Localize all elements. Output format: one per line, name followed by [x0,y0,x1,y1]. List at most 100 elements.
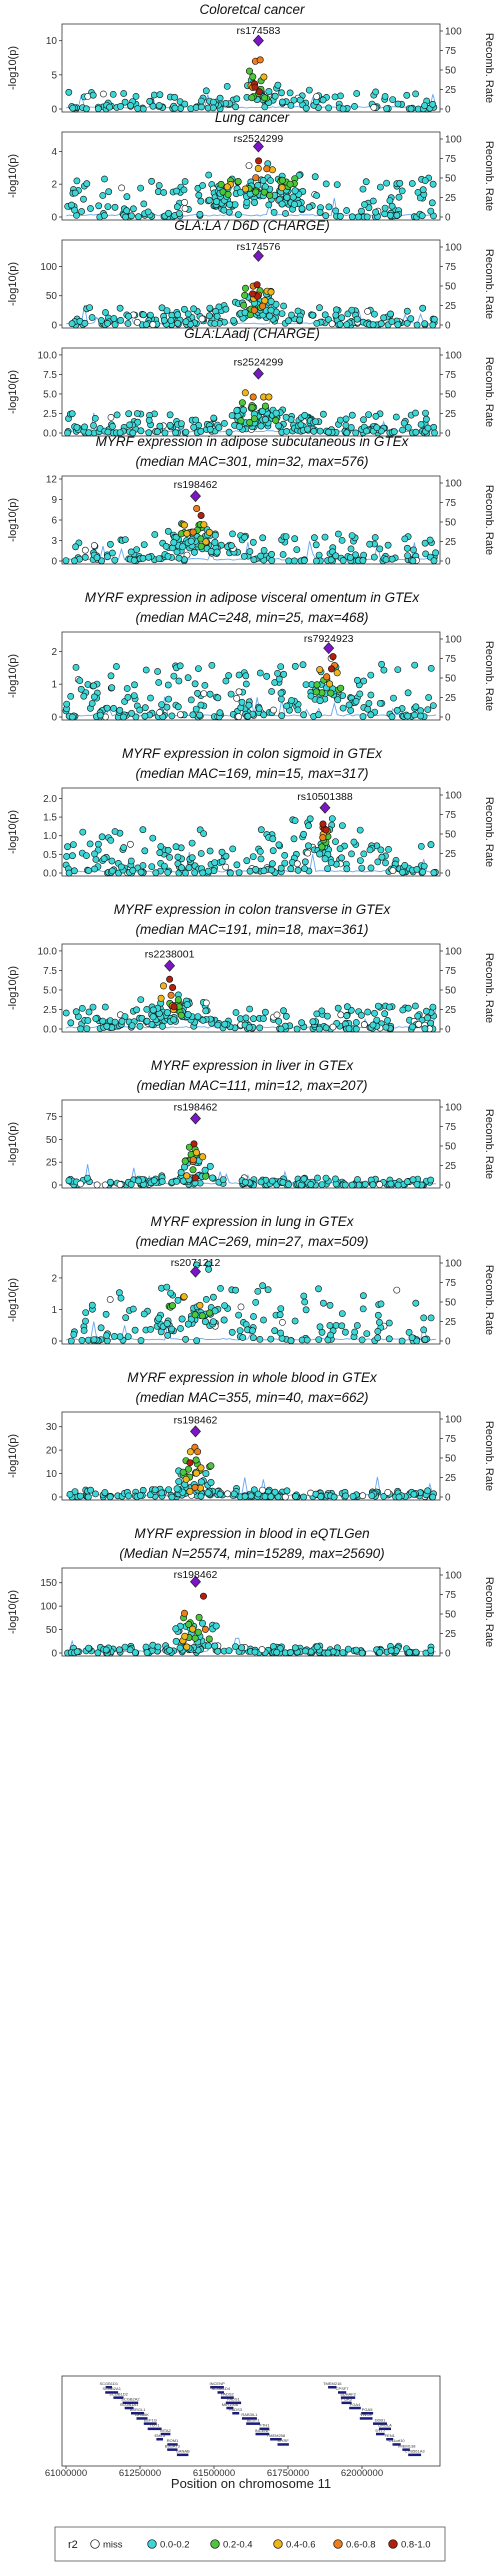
snp-point [325,104,332,112]
snp-point [360,1021,368,1028]
snp-point [386,197,394,204]
snp-point [329,1023,337,1031]
snp-point [89,1003,97,1011]
snp-point [202,1296,210,1303]
y2-tick-label: 100 [445,1415,462,1426]
chart-title: (median MAC=269, min=27, max=509) [136,1234,369,1249]
snp-point [80,1327,88,1334]
snp-point [351,1328,359,1336]
snp-point [211,320,219,327]
gene-body [131,2412,145,2415]
gene-label: CYB561A3 [405,2449,426,2454]
snp-point [336,845,344,853]
y-tick-label: 7.5 [43,966,57,977]
snp-point [424,1014,431,1022]
snp-point [390,694,397,702]
snp-point [62,1009,70,1017]
snp-point [183,1001,191,1009]
y-tick-label: 0 [51,321,57,332]
gene-body [341,2401,352,2405]
y-tick-label: 7.5 [43,370,57,381]
legend-swatch [147,2539,157,2549]
lead-snp-label: rs10501388 [297,791,353,803]
snp-point [277,663,285,670]
gene-label: EEF1G [144,2417,157,2422]
snp-point [106,1296,114,1303]
y-axis-label: -log10(p) [7,966,19,1010]
y2-tick-label: 50 [445,674,457,685]
lead-snp-marker [164,959,176,972]
snp-point [324,865,331,872]
snp-point [183,1172,191,1180]
snp-point [314,1174,321,1182]
snp-point [267,297,275,305]
snp-point [243,198,251,206]
snp-point [177,1011,185,1019]
snp-point [222,852,230,860]
snp-point [394,1181,402,1189]
snp-point [202,1007,210,1015]
snp-point [318,1181,326,1188]
y-axis-label: -log10(p) [7,498,19,542]
snp-point [125,312,132,320]
snp-point [154,1643,162,1651]
legend-panel: r2 miss 0.0-0.2 0.2-0.4 0.4-0.6 0.6-0.8 0.8-1… [0,2517,500,2567]
snp-point [287,1649,294,1656]
gene-label: MIR1908 [222,2402,239,2407]
snp-point [267,1493,275,1501]
snp-point [107,672,115,680]
snp-point [144,208,152,216]
snp-point [432,549,439,557]
snp-point [277,1305,285,1312]
snp-point [155,182,163,189]
snp-point [152,869,160,877]
snp-point [194,1013,202,1020]
snp-point [278,176,286,184]
snp-point [256,1336,264,1343]
snp-point [330,1493,338,1501]
snp-point [258,407,266,415]
snp-point [293,860,301,868]
snp-point [192,1456,200,1464]
snp-point [254,1490,262,1498]
snp-point [322,1024,330,1032]
snp-point [241,291,249,299]
snp-point [312,688,320,696]
y2-tick-label: 50 [445,66,457,77]
snp-point [366,846,374,854]
y2-tick-label: 0 [445,105,451,116]
snp-point [407,315,415,323]
snp-point [111,1333,118,1340]
snp-point [105,188,113,196]
snp-point [421,1025,429,1033]
snp-point [341,1328,349,1336]
y-tick-label: 0 [51,105,57,116]
snp-point [412,428,420,436]
snp-point [282,1012,290,1020]
snp-point [167,1289,174,1297]
snp-point [168,1493,176,1501]
snp-point [343,865,351,873]
snp-point [90,682,97,690]
legend-swatch [333,2539,343,2549]
y2-tick-label: 50 [445,1142,457,1153]
snp-point [160,862,168,870]
snp-point [369,1181,377,1189]
snp-point [269,847,277,855]
snp-point [260,867,268,875]
gene-body [402,2448,410,2451]
snp-point [190,1140,198,1148]
snp-point [76,677,84,684]
snp-point [180,186,188,194]
snp-point [374,1328,382,1335]
snp-point [366,540,374,548]
snp-point [226,200,234,208]
snp-point [332,838,339,845]
legend-swatch [273,2539,283,2549]
snp-point [296,316,304,324]
snp-point [359,1492,367,1500]
snp-point [245,162,253,169]
snp-point [287,1337,295,1345]
snp-point [372,208,379,216]
snp-point [360,416,367,424]
